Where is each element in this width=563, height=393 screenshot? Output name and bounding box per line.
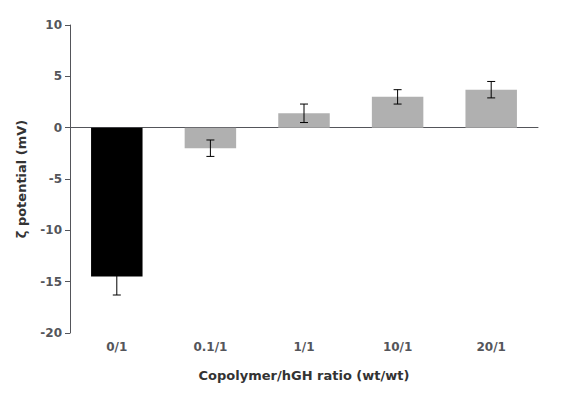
svg-text:10/1: 10/1: [383, 340, 412, 354]
svg-text:0/1: 0/1: [106, 340, 127, 354]
svg-text:Copolymer/hGH ratio (wt/wt): Copolymer/hGH ratio (wt/wt): [199, 368, 410, 383]
svg-text:20/1: 20/1: [476, 340, 505, 354]
svg-text:0: 0: [54, 121, 62, 135]
svg-text:5: 5: [54, 69, 62, 83]
svg-text:10: 10: [45, 18, 62, 32]
svg-text:1/1: 1/1: [293, 340, 314, 354]
svg-text:0.1/1: 0.1/1: [193, 340, 227, 354]
svg-text:ζ potential (mV): ζ potential (mV): [14, 120, 29, 239]
svg-text:-20: -20: [40, 326, 62, 340]
svg-text:-10: -10: [40, 223, 62, 237]
svg-text:-5: -5: [49, 172, 62, 186]
svg-text:-15: -15: [40, 275, 62, 289]
